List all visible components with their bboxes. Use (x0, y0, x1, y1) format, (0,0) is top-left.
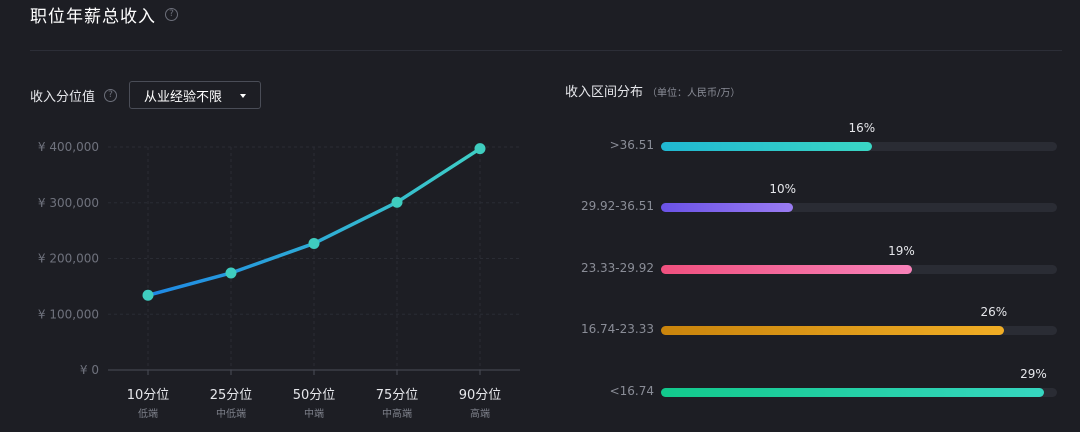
page-title: 职位年薪总收入 (30, 6, 156, 27)
x-tick-label: 50分位 (293, 388, 336, 403)
percentile-help-icon[interactable]: ? (104, 88, 118, 102)
y-tick-label: ¥ 0 (80, 363, 99, 377)
x-tick-label: 75分位 (376, 388, 419, 403)
distribution-title: 收入区间分布 (565, 85, 644, 100)
x-tick-sublabel: 高端 (470, 407, 490, 420)
distribution-row: <16.74 29% (540, 367, 1060, 398)
bar-track: 16% (661, 121, 1057, 151)
bar-value-label: 26% (980, 305, 1008, 319)
bar-value-label: 29% (1020, 367, 1047, 381)
x-tick-sublabel: 低端 (138, 407, 158, 420)
bar-fill (661, 388, 1044, 397)
bar-track: 26% (661, 305, 1057, 335)
experience-dropdown-value: 从业经验不限 (144, 89, 223, 105)
bar-category-label: >36.51 (609, 138, 654, 152)
bar-category-label: <16.74 (609, 384, 654, 398)
bar-fill (661, 203, 793, 212)
experience-dropdown[interactable]: 从业经验不限 (129, 81, 262, 109)
section-header: 职位年薪总收入 ? (30, 2, 178, 27)
bar-value-label: 10% (769, 182, 796, 196)
distribution-unit: （单位：人民币/万） (647, 88, 741, 99)
chart-grid (108, 146, 520, 370)
bar-value-label: 19% (888, 244, 915, 258)
bar-fill (661, 265, 912, 274)
divider (30, 50, 1062, 51)
bar-track: 10% (661, 182, 1057, 212)
distribution-header: 收入区间分布 （单位：人民币/万） (565, 81, 740, 100)
chart-series (142, 143, 486, 301)
data-point (391, 196, 403, 208)
chart-axes: ¥ 0 ¥ 100,000 ¥ 200,000 ¥ 300,000 ¥ 400,000 1… (38, 140, 520, 420)
x-tick-sublabel: 中端 (304, 407, 324, 420)
distribution-row: 29.92-36.51 10% (540, 182, 1060, 213)
x-tick-sublabel: 中高端 (382, 407, 412, 420)
y-tick-label: ¥ 100,000 (38, 307, 99, 321)
x-tick-sublabel: 中低端 (216, 407, 246, 420)
x-tick-label: 90分位 (459, 388, 502, 403)
distribution-row: >36.51 16% (540, 121, 1060, 152)
bar-track: 19% (661, 244, 1057, 274)
y-tick-label: ¥ 300,000 (38, 196, 99, 210)
bar-track: 29% (661, 367, 1057, 397)
data-point (225, 267, 237, 279)
chevron-down-icon (240, 94, 247, 98)
bar-fill (661, 142, 873, 151)
x-tick-label: 25分位 (210, 388, 253, 403)
distribution-row: 23.33-29.92 19% (540, 244, 1060, 275)
y-tick-label: ¥ 400,000 (38, 140, 99, 154)
help-icon[interactable]: ? (165, 7, 178, 21)
data-point (308, 237, 320, 249)
bar-value-label: 16% (848, 121, 876, 135)
percentile-controls: 收入分位值 ? 从业经验不限 (30, 81, 262, 109)
percentile-line-chart: ¥ 0 ¥ 100,000 ¥ 200,000 ¥ 300,000 ¥ 400,000 1… (38, 140, 520, 420)
x-tick-label: 10分位 (127, 388, 170, 403)
bar-category-label: 16.74-23.33 (580, 322, 654, 336)
y-tick-label: ¥ 200,000 (38, 252, 99, 266)
data-point (142, 289, 154, 301)
bar-fill (661, 326, 1005, 335)
bar-category-label: 29.92-36.51 (580, 199, 654, 213)
bar-category-label: 23.33-29.92 (580, 261, 654, 275)
distribution-row: 16.74-23.33 26% (540, 305, 1060, 336)
data-point (474, 143, 486, 155)
percentile-label: 收入分位值 (30, 89, 96, 105)
